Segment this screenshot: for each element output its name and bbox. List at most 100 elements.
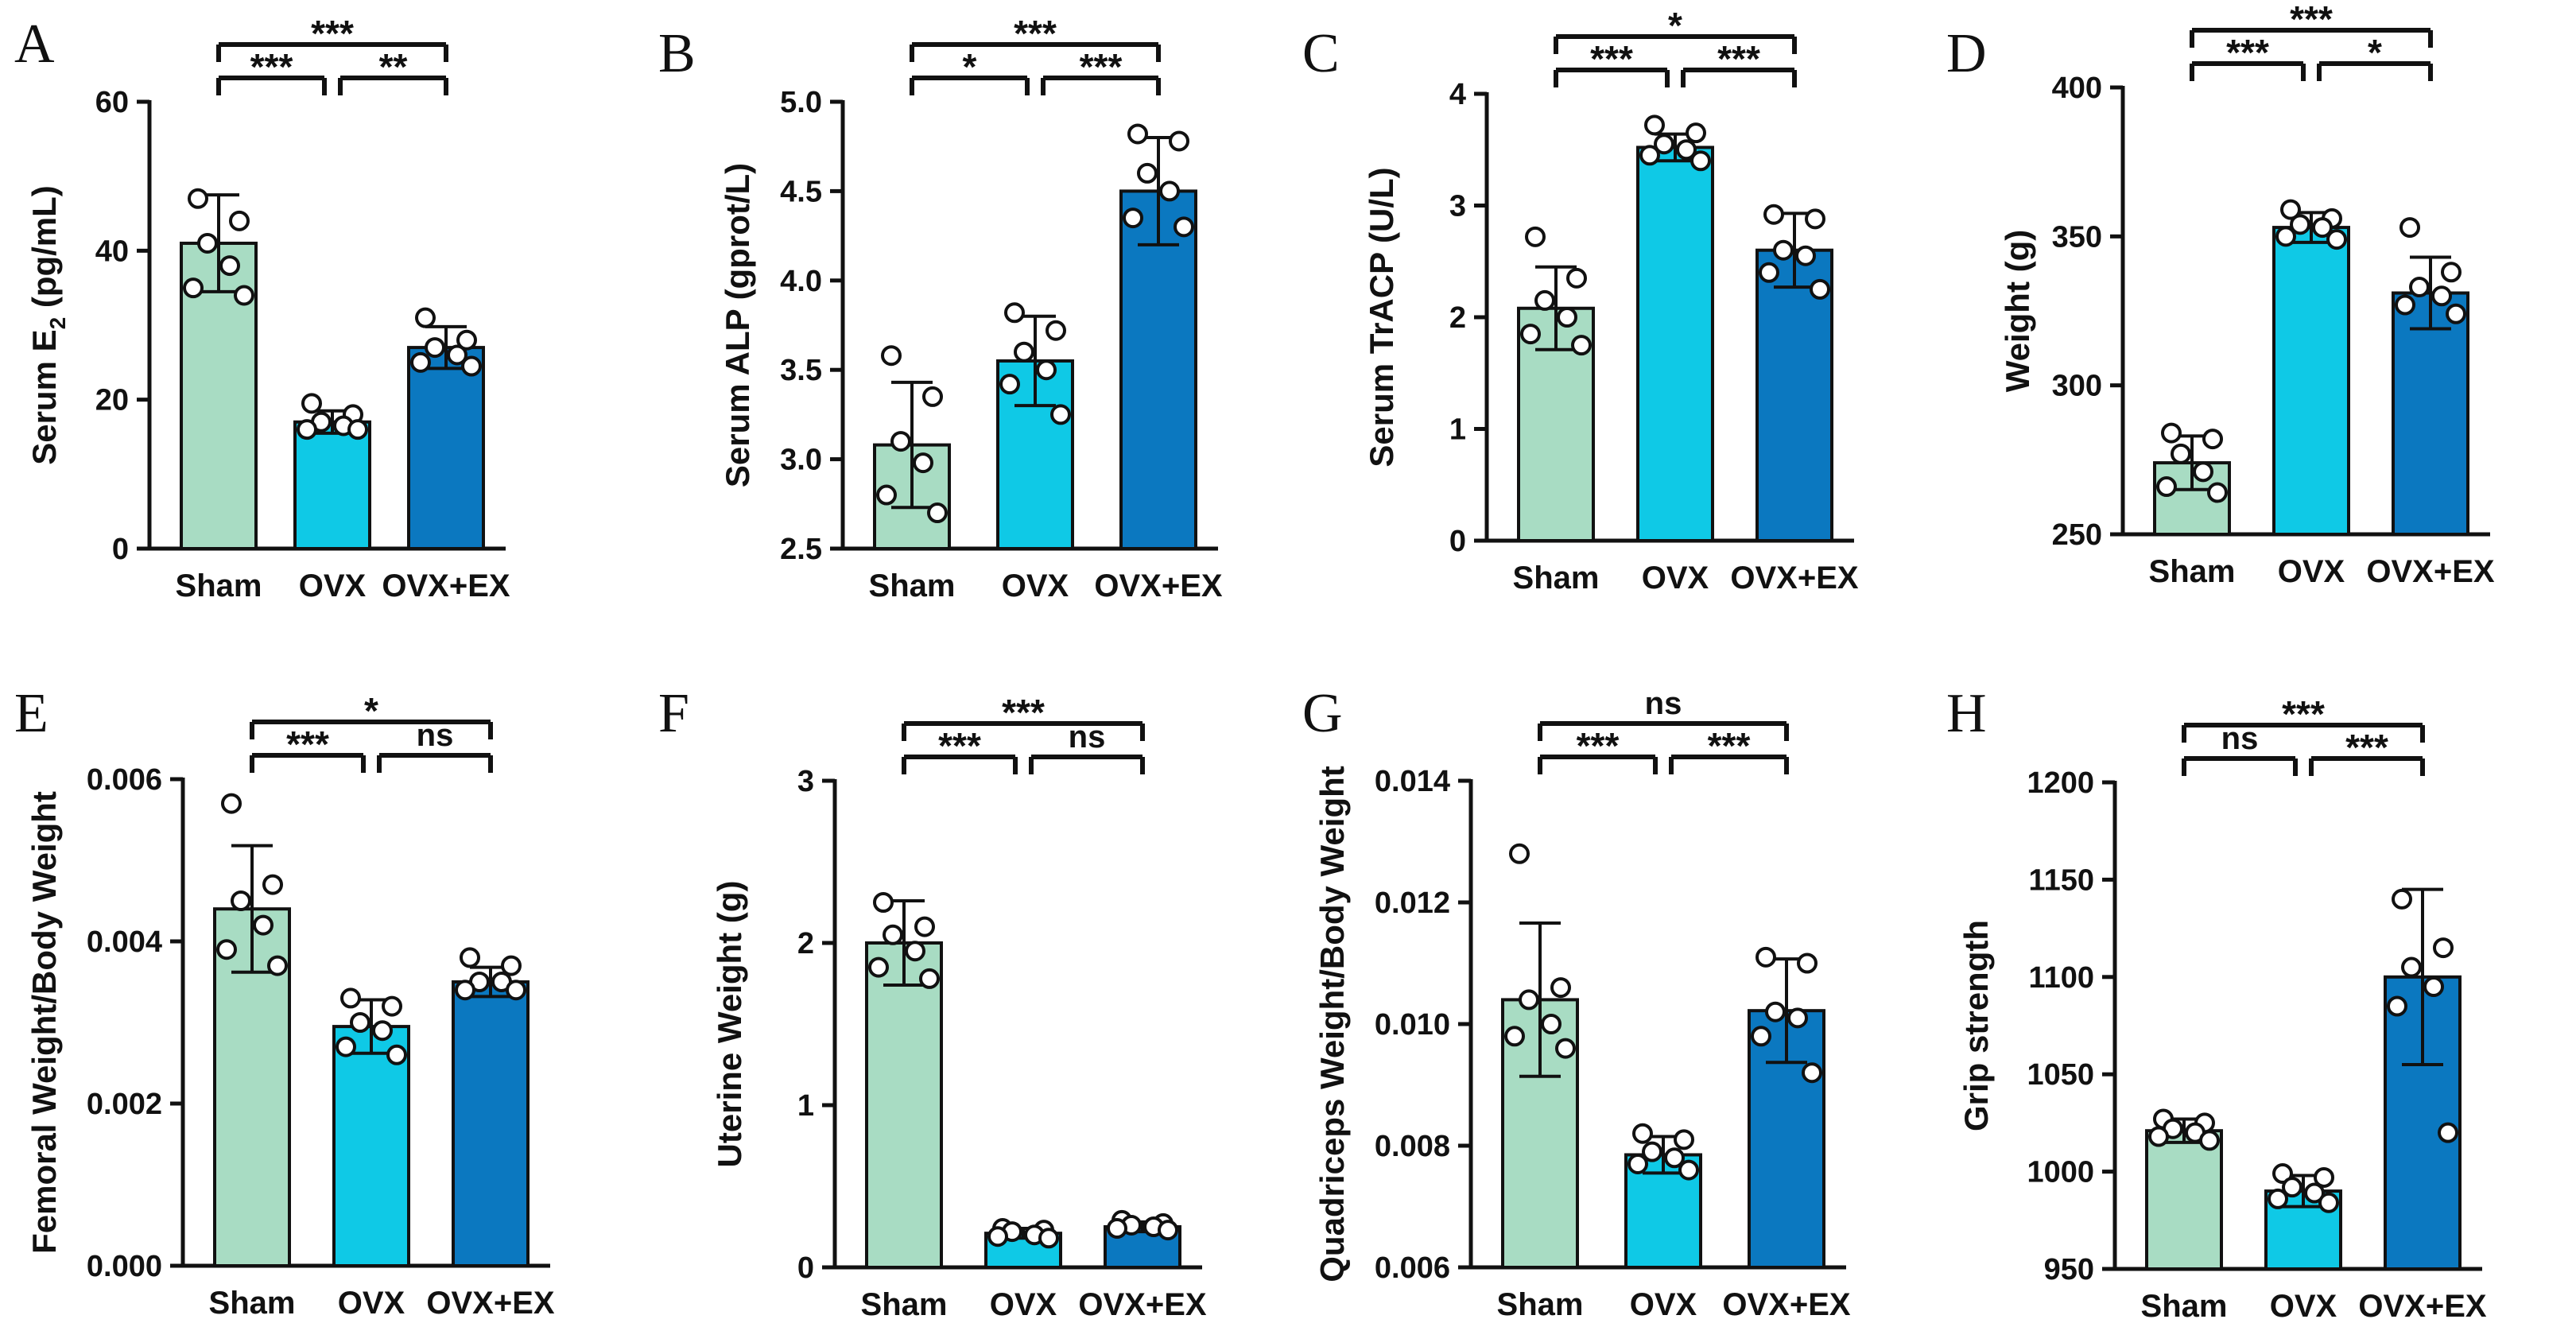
data-point: [1676, 139, 1697, 161]
y-tick-label: 0.012: [1375, 887, 1450, 920]
sig-label: ns: [2221, 721, 2259, 756]
data-point: [2387, 995, 2407, 1017]
x-tick-label: Sham: [1497, 1287, 1584, 1322]
y-tick-label: 0.006: [1375, 1251, 1450, 1285]
y-tick-label: 4: [1449, 78, 1466, 111]
y-axis-title: Grip strength: [1957, 920, 1995, 1131]
data-point: [1525, 226, 1546, 247]
panel-d: D 250 300 350 400 Weight (g) Sham OVX OVX+EX ***…: [1932, 0, 2576, 662]
chart-h: 950 1000 1050 1100 1150 1200 Grip strength Sham…: [1957, 693, 2487, 1323]
y-tick-label: 0: [112, 533, 129, 566]
data-point: [2280, 199, 2301, 220]
data-point: [1810, 278, 1830, 300]
data-point: [1678, 1159, 1699, 1181]
y-axis-title: Quadriceps Weight/Body Weight: [1313, 766, 1351, 1282]
sig-label: ***: [311, 13, 354, 54]
panel-f: F 0 1 2 3 Uterine Weight (g) Sham OVX OVX+EX ***…: [644, 662, 1288, 1323]
panel-label: D: [1946, 23, 1987, 84]
bar-ovx: [332, 1025, 410, 1267]
data-point: [1127, 123, 1148, 145]
x-tick-label: OVX+EX: [426, 1286, 555, 1321]
data-point: [1550, 977, 1571, 999]
y-tick-label: 1150: [2029, 863, 2094, 897]
y-axis-title: Weight (g): [1999, 230, 2036, 393]
x-tick-label: OVX: [1002, 568, 1069, 603]
y-tick-label: 2.5: [780, 533, 822, 566]
data-point: [873, 892, 894, 913]
data-point: [987, 1226, 1008, 1247]
data-point: [2304, 1182, 2325, 1204]
data-point: [2193, 461, 2213, 483]
data-point: [1755, 946, 1776, 968]
y-tick-label: 2: [797, 927, 814, 960]
data-point: [1566, 267, 1587, 289]
data-point: [1541, 1014, 1562, 1034]
data-point: [229, 210, 250, 231]
data-point: [219, 255, 240, 277]
data-point: [1802, 1062, 1822, 1084]
y-axis-title: Femoral Weight/Body Weight: [25, 791, 63, 1254]
sig-label: ***: [938, 725, 981, 766]
data-point: [410, 351, 431, 373]
data-point: [2423, 976, 2444, 998]
panel-label: B: [658, 23, 696, 84]
data-point: [905, 941, 925, 962]
y-axis-title: Uterine Weight (g): [711, 881, 748, 1168]
y-tick-label: 0: [1449, 525, 1466, 558]
data-point: [2272, 1163, 2293, 1185]
bar-ovx: [293, 420, 371, 550]
data-point: [455, 980, 475, 1001]
panel-label: E: [14, 683, 48, 744]
x-tick-label: Sham: [176, 568, 262, 603]
data-point: [425, 337, 445, 359]
data-point: [336, 1036, 356, 1057]
y-tick-label: 3.0: [780, 444, 822, 477]
data-point: [1519, 989, 1539, 1011]
data-point: [2207, 482, 2228, 503]
data-point: [1787, 1007, 1808, 1029]
data-point: [267, 955, 288, 976]
data-point: [1571, 335, 1592, 356]
data-point: [890, 431, 911, 452]
data-point: [2161, 422, 2182, 444]
x-tick-label: OVX+EX: [1094, 568, 1223, 603]
data-point: [297, 419, 317, 440]
sig-label: ***: [2226, 32, 2269, 73]
sig-label: ***: [250, 46, 293, 87]
data-point: [461, 355, 482, 377]
panel-e: E 0.000 0.002 0.004 0.006 Femoral Weight/Bod…: [0, 662, 644, 1323]
data-point: [1038, 1228, 1059, 1249]
data-point: [234, 285, 254, 306]
data-point: [372, 1020, 393, 1042]
y-tick-label: 3: [1449, 190, 1466, 223]
data-point: [1765, 1001, 1786, 1022]
y-tick-label: 1: [797, 1089, 814, 1123]
bar-sham: [865, 941, 943, 1269]
data-point: [1004, 302, 1025, 324]
sig-label: ***: [2345, 727, 2388, 768]
data-point: [183, 277, 204, 299]
y-tick-label: 0.004: [87, 925, 162, 959]
data-point: [382, 995, 402, 1017]
data-point: [2326, 229, 2347, 250]
y-axis-title: Serum TrACP (U/L): [1363, 167, 1400, 467]
data-point: [1036, 359, 1057, 381]
data-point: [2156, 476, 2177, 498]
data-point: [2392, 888, 2412, 910]
data-point: [1763, 204, 1784, 225]
y-tick-label: 4.0: [780, 265, 822, 298]
chart-f: 0 1 2 3 Uterine Weight (g) Sham OVX OVX+EX *** **…: [711, 692, 1207, 1322]
data-point: [2202, 429, 2223, 450]
bar-ovx-ex: [1119, 189, 1197, 550]
y-tick-label: 250: [2052, 518, 2102, 552]
panel-b: B 2.5 3.0 3.5 4.0 4.5 5.0 Serum ALP (gprot/L) S…: [644, 0, 1288, 662]
sig-label: *: [963, 46, 977, 87]
y-tick-label: 40: [95, 235, 129, 268]
data-point: [999, 374, 1020, 395]
data-point: [188, 188, 208, 209]
data-point: [1632, 1123, 1653, 1144]
panel-label: C: [1302, 23, 1340, 84]
x-tick-label: OVX: [1630, 1287, 1697, 1322]
y-tick-label: 1000: [2027, 1156, 2094, 1189]
